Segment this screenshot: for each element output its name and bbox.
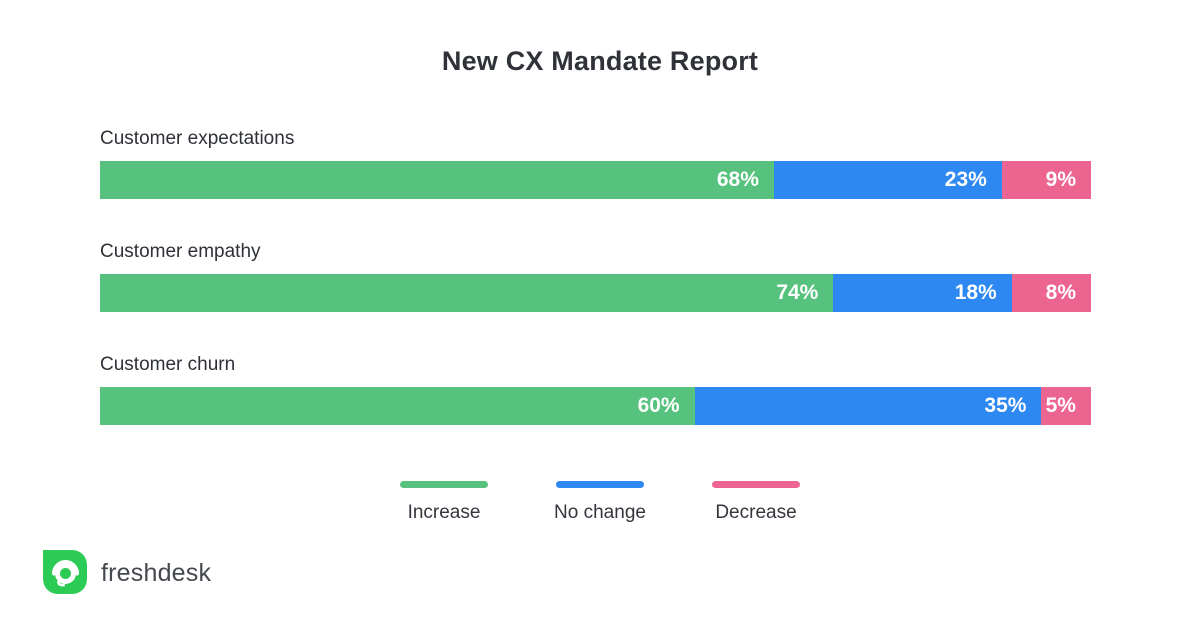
bar-segment-no-change: 23% xyxy=(773,161,1002,199)
segment-value-label: 68% xyxy=(716,168,759,191)
bar-segment-decrease: 9% xyxy=(1001,161,1091,199)
segment-value-label: 23% xyxy=(944,168,987,191)
headset-icon xyxy=(52,560,79,587)
bar-segment-increase: 60% xyxy=(100,387,695,425)
stacked-bar: 60% 35% 5% xyxy=(100,387,1091,425)
chart-title: New CX Mandate Report xyxy=(441,46,759,76)
stacked-bar-chart: Customer expectations 68% 23% 9% Custome… xyxy=(100,128,1091,467)
bar-segment-no-change: 35% xyxy=(694,387,1042,425)
legend-swatch-increase xyxy=(400,481,488,488)
bar-segment-decrease: 8% xyxy=(1011,274,1091,312)
category-label: Customer empathy xyxy=(100,241,261,262)
segment-value-label: 18% xyxy=(954,281,997,304)
bar-segment-increase: 74% xyxy=(100,274,834,312)
legend-label: Increase xyxy=(407,502,481,523)
segment-value-label: 8% xyxy=(1045,281,1076,304)
segment-value-label: 9% xyxy=(1045,168,1076,191)
chart-row: Customer empathy 74% 18% 8% xyxy=(100,241,1091,312)
category-label: Customer churn xyxy=(100,354,236,375)
legend-swatch-decrease xyxy=(712,481,800,488)
segment-value-label: 35% xyxy=(984,394,1027,417)
legend-label: No change xyxy=(554,502,646,523)
stacked-bar: 68% 23% 9% xyxy=(100,161,1091,199)
segment-value-label: 74% xyxy=(776,281,819,304)
chart-row: Customer expectations 68% 23% 9% xyxy=(100,128,1091,199)
stacked-bar: 74% 18% 8% xyxy=(100,274,1091,312)
legend: Increase No change Decrease xyxy=(0,481,1200,524)
bar-segment-decrease: 5% xyxy=(1041,387,1091,425)
brand-footer: freshdesk xyxy=(40,547,211,597)
bar-segment-no-change: 18% xyxy=(833,274,1012,312)
segment-value-label: 60% xyxy=(637,394,680,417)
segment-value-label: 5% xyxy=(1045,394,1076,417)
legend-item-decrease: Decrease xyxy=(712,481,800,524)
legend-item-increase: Increase xyxy=(400,481,488,524)
category-label: Customer expectations xyxy=(100,128,295,149)
legend-item-no-change: No change xyxy=(554,481,646,524)
bar-segment-increase: 68% xyxy=(100,161,774,199)
chart-row: Customer churn 60% 35% 5% xyxy=(100,354,1091,425)
legend-label: Decrease xyxy=(715,502,797,523)
legend-swatch-no-change xyxy=(556,481,644,488)
freshdesk-logo-icon xyxy=(43,550,87,594)
brand-name: freshdesk xyxy=(101,558,212,587)
